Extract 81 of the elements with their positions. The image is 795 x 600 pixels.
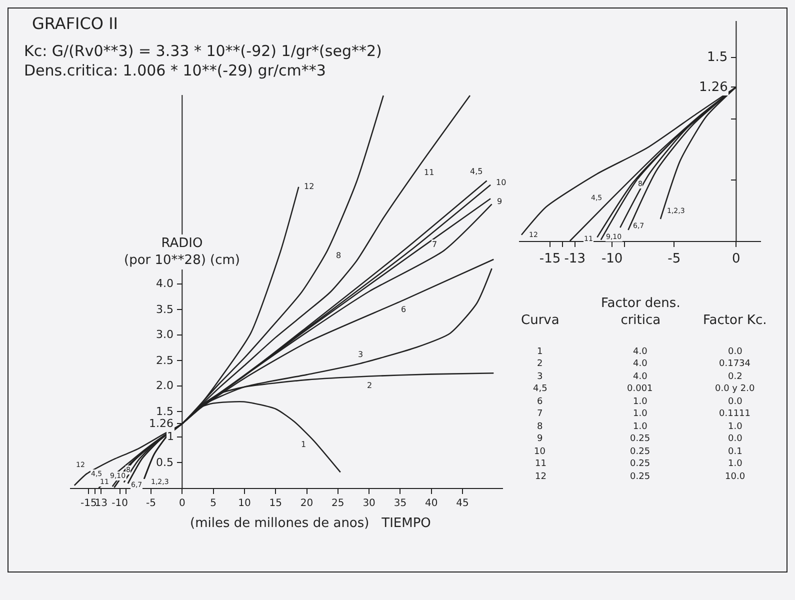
text: Factor dens. critica <box>601 296 680 328</box>
y-tick-label: 3.5 <box>156 303 174 316</box>
x-tick-label: -15 <box>80 498 97 509</box>
x-tick-label: 30 <box>362 498 376 509</box>
x-tick-label: 35 <box>394 498 407 509</box>
y-tick-label: 4.0 <box>156 277 174 290</box>
x-tick-label: -5 <box>146 498 156 509</box>
text: 4.0 <box>633 347 648 357</box>
text: 0.1111 <box>719 409 750 419</box>
x-tick-label: 20 <box>300 498 314 509</box>
x-tick-label: -10 <box>112 498 128 509</box>
text: 4,5 <box>533 384 548 394</box>
y-tick-label: 1.5 <box>707 50 728 65</box>
text: 0.0 <box>728 397 743 407</box>
annotation: 10 <box>496 178 506 187</box>
text: 4.0 <box>633 359 648 369</box>
text: 10 <box>534 447 546 457</box>
text: 1 <box>537 347 543 357</box>
x-tick-label: 45 <box>456 498 469 509</box>
x-tick-label: 25 <box>332 498 344 509</box>
text: 3 <box>537 372 543 382</box>
text: 8 <box>537 422 543 432</box>
text: 11 <box>535 459 546 469</box>
annotation: 3 <box>358 350 364 359</box>
text: 1.0 <box>633 409 648 419</box>
annotation: 12 <box>304 182 314 191</box>
annotation: 7 <box>432 240 438 249</box>
y-tick-label: 2.5 <box>156 354 174 367</box>
x-tick-label: 0 <box>178 498 186 509</box>
x-tick-label: -15 <box>539 252 561 267</box>
x-tick-label: 40 <box>424 498 438 509</box>
text: 0.001 <box>627 384 653 394</box>
annotation: 9 <box>497 197 502 206</box>
y-tick-label: 2.0 <box>156 379 174 392</box>
text: 0.25 <box>630 447 650 457</box>
text: 0.1 <box>728 447 742 457</box>
annotation: 11 <box>424 168 434 177</box>
annotation: 2 <box>367 381 372 390</box>
x-tick-label: 10 <box>238 498 251 509</box>
text: 1.0 <box>633 422 648 432</box>
text: 1.0 <box>633 397 648 407</box>
annotation: 1 <box>301 440 306 449</box>
text: 9 <box>537 434 543 444</box>
y-tick-label: 3.0 <box>156 328 174 341</box>
text: 0.25 <box>630 472 650 482</box>
text: 0.0 <box>728 434 743 444</box>
text: Factor Kc. <box>703 313 767 328</box>
y-tick-label: 1.26 <box>699 80 728 95</box>
text: 4.0 <box>633 372 648 382</box>
text: 1.0 <box>728 459 743 469</box>
chart-title: GRAFICO II <box>32 14 118 33</box>
x-tick-label: 0 <box>732 252 740 267</box>
text: 2 <box>537 359 543 369</box>
text: 0.25 <box>630 434 650 444</box>
x-tick-label: 13 <box>94 498 108 509</box>
text: Kc: G/(Rv0**3) = 3.33 * 10**(-92) 1/gr*(seg**2) Dens.critica: 1.006 * 10**(-29) gr/cm**3 <box>24 42 382 80</box>
x-tick-label: 5 <box>210 498 216 509</box>
text: 0.1734 <box>719 359 751 369</box>
y-tick-label: 1.26 <box>149 417 174 430</box>
text: 0.2 <box>728 372 742 382</box>
text: 0.0 <box>728 347 743 357</box>
text: 7 <box>537 409 543 419</box>
x-tick-label: -10 <box>601 252 623 267</box>
y-tick-label: 1 <box>167 430 174 443</box>
y-tick-label: 0.5 <box>156 456 174 469</box>
x-tick-label: 15 <box>269 498 282 509</box>
text: Curva <box>521 313 560 328</box>
x-axis-title: (miles de millones de anos) TIEMPO <box>190 516 431 531</box>
text: 6 <box>537 397 543 407</box>
annotation: 4,5 <box>470 167 483 176</box>
text: 1.0 <box>728 422 743 432</box>
x-tick-label: -13 <box>564 252 586 267</box>
text: 0.0 y 2.0 <box>715 384 755 394</box>
text: 10.0 <box>725 472 746 482</box>
text: 12 <box>535 472 546 482</box>
text: 0.25 <box>630 459 650 469</box>
annotation: 8 <box>336 251 342 260</box>
annotation: 6 <box>401 305 406 314</box>
x-tick-label: -5 <box>668 252 681 267</box>
y-tick-label: 1.5 <box>156 405 174 418</box>
y-axis-title: RADIO (por 10**28) (cm) <box>124 236 240 268</box>
